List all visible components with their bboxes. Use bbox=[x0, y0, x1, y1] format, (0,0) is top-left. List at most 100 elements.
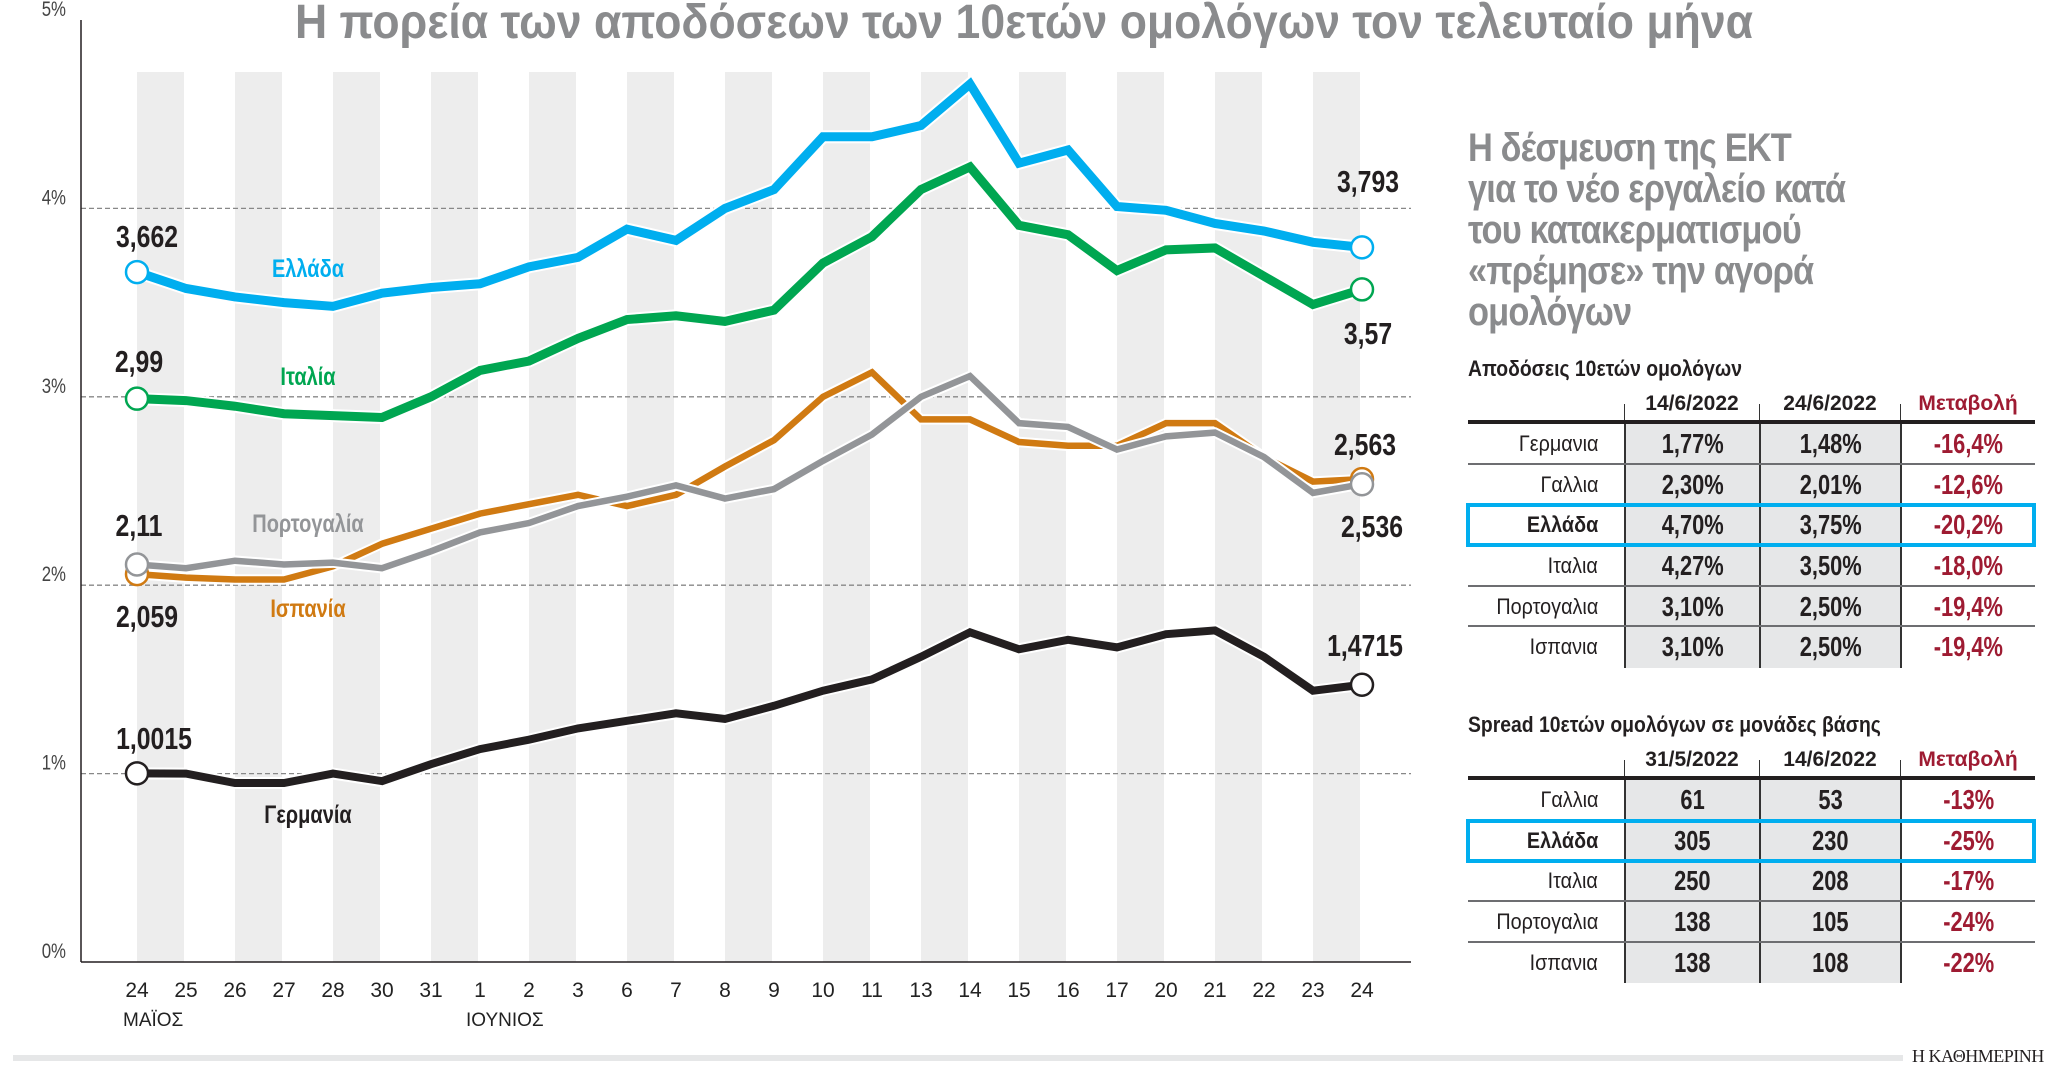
x-tick-label: 11 bbox=[861, 979, 883, 1002]
cell-value: 138 bbox=[1674, 906, 1711, 938]
shaded-column bbox=[235, 72, 282, 962]
country-label: Γαλλια bbox=[1539, 787, 1598, 812]
value-cell: 138 bbox=[1624, 902, 1759, 941]
x-tick-label: 16 bbox=[1056, 979, 1079, 1002]
x-tick-label: 7 bbox=[670, 979, 682, 1002]
cell-value: 2,30% bbox=[1661, 468, 1724, 500]
change-cell: -18,0% bbox=[1900, 546, 2035, 585]
x-tick-label: 2 bbox=[523, 979, 535, 1002]
shaded-column bbox=[627, 72, 674, 962]
table-row: Γαλλια 2,30% 2,01% -12,6% bbox=[1468, 464, 2035, 506]
column-header: 14/6/2022 bbox=[1759, 740, 1900, 776]
x-tick-label: 15 bbox=[1007, 979, 1030, 1002]
series-line-1 bbox=[136, 161, 1364, 423]
country-cell: Ιταλια bbox=[1468, 546, 1624, 585]
series-line-4 bbox=[136, 626, 1363, 788]
end-value-label: 2,536 bbox=[1341, 509, 1403, 544]
change-cell: -19,4% bbox=[1900, 627, 2035, 669]
table-row: Γαλλια 61 53 -13% bbox=[1468, 780, 2035, 821]
data-point-marker bbox=[1349, 235, 1375, 260]
country-cell: Ισπανια bbox=[1468, 627, 1624, 668]
shaded-column bbox=[1215, 72, 1262, 962]
table-row: Πορτογαλια 3,10% 2,50% -19,4% bbox=[1468, 586, 2035, 628]
value-cell: 4,70% bbox=[1624, 505, 1759, 545]
country-cell: Ισπανια bbox=[1468, 943, 1624, 984]
value-cell: 2,50% bbox=[1759, 627, 1900, 669]
cell-value: -13% bbox=[1943, 784, 1994, 815]
footer-divider bbox=[13, 1055, 1903, 1061]
side-headline: Η δέσμευση της ΕΚΤ για το νέο εργαλείο κ… bbox=[1468, 128, 2018, 333]
cell-value: -16,4% bbox=[1933, 428, 2004, 459]
value-cell: 3,75% bbox=[1759, 505, 1900, 545]
change-cell: -16,4% bbox=[1900, 424, 2035, 463]
value-cell: 250 bbox=[1624, 861, 1759, 901]
y-tick-label: 2% bbox=[42, 563, 66, 586]
x-tick-label: 20 bbox=[1154, 979, 1177, 1002]
change-cell: -13% bbox=[1900, 780, 2035, 819]
table-row: Ιταλια 250 208 -17% bbox=[1468, 861, 2035, 903]
value-cell: 3,50% bbox=[1759, 546, 1900, 585]
change-cell: -24% bbox=[1900, 902, 2035, 941]
country-cell: Πορτογαλια bbox=[1468, 587, 1624, 626]
table-row: Ελλάδα 4,70% 3,75% -20,2% bbox=[1468, 505, 2035, 547]
value-cell: 230 bbox=[1759, 820, 1900, 860]
series-line-3 bbox=[136, 372, 1363, 572]
change-cell: -22% bbox=[1900, 942, 2035, 984]
x-tick-label: 17 bbox=[1105, 979, 1128, 1002]
x-tick-label: 14 bbox=[958, 979, 982, 1002]
chart-title: Η πορεία των αποδόσεων των 10ετών ομολόγ… bbox=[295, 0, 1753, 49]
x-tick-label: 6 bbox=[621, 979, 633, 1002]
end-value-label: 2,563 bbox=[1334, 427, 1396, 462]
start-value-label: 3,662 bbox=[116, 219, 178, 254]
cell-value: 1,48% bbox=[1799, 428, 1862, 459]
y-tick-label: 0% bbox=[42, 940, 66, 963]
shaded-column bbox=[1313, 72, 1360, 962]
country-label: Ελλάδα bbox=[1526, 512, 1598, 538]
y-tick-label: 4% bbox=[42, 186, 66, 209]
country-label: Γερμανια bbox=[1518, 431, 1598, 456]
end-value-label: 3,793 bbox=[1337, 164, 1399, 199]
x-tick-label: 23 bbox=[1301, 979, 1324, 1002]
country-cell: Ελλάδα bbox=[1468, 505, 1624, 544]
table-header-row: 14/6/2022 24/6/2022 Μεταβολή bbox=[1468, 384, 2035, 424]
shaded-column bbox=[725, 72, 772, 962]
x-tick-label: 25 bbox=[174, 979, 197, 1002]
start-value-label: 1,0015 bbox=[116, 721, 192, 756]
country-label: Ισπανια bbox=[1529, 949, 1598, 975]
column-header: 31/5/2022 bbox=[1624, 740, 1759, 776]
cell-value: 208 bbox=[1812, 865, 1849, 897]
cell-value: 1,77% bbox=[1661, 428, 1724, 459]
x-tick-label: 10 bbox=[811, 979, 834, 1002]
country-label: Ιταλια bbox=[1547, 553, 1598, 579]
cell-value: 2,01% bbox=[1799, 468, 1862, 500]
series-name-label: Ισπανία bbox=[270, 595, 346, 623]
cell-value: 3,50% bbox=[1799, 550, 1862, 582]
x-tick-label: 22 bbox=[1252, 979, 1275, 1002]
change-cell: -12,6% bbox=[1900, 464, 2035, 504]
brand-logo: Η ΚΑΘΗΜΕΡΙΝΗ bbox=[1912, 1046, 2044, 1066]
y-tick-label: 3% bbox=[42, 375, 66, 398]
shaded-column bbox=[333, 72, 380, 962]
cell-value: -18,0% bbox=[1933, 550, 2004, 582]
cell-value: -20,2% bbox=[1933, 509, 2004, 541]
series-name-label: Γερμανία bbox=[264, 801, 352, 829]
start-value-label: 2,11 bbox=[116, 508, 163, 543]
value-cell: 4,27% bbox=[1624, 546, 1759, 585]
x-tick-label: 27 bbox=[272, 979, 295, 1002]
column-header: Μεταβολή bbox=[1900, 384, 2035, 420]
x-tick-label: 21 bbox=[1203, 979, 1226, 1002]
headline-line: Η δέσμευση της ΕΚΤ bbox=[1468, 126, 1792, 170]
cell-value: -19,4% bbox=[1933, 631, 2004, 663]
x-tick-label: 26 bbox=[223, 979, 246, 1002]
cell-value: -24% bbox=[1943, 906, 1994, 938]
country-label: Γαλλια bbox=[1539, 471, 1598, 497]
shaded-column bbox=[921, 72, 968, 962]
value-cell: 1,48% bbox=[1759, 424, 1900, 463]
table-row: Ιταλια 4,27% 3,50% -18,0% bbox=[1468, 546, 2035, 587]
value-cell: 305 bbox=[1624, 820, 1759, 860]
value-cell: 2,50% bbox=[1759, 586, 1900, 626]
column-header: Μεταβολή bbox=[1900, 740, 2035, 776]
month-label: ΙΟΥΝΙΟΣ bbox=[466, 1010, 544, 1031]
country-cell: Ιταλια bbox=[1468, 861, 1624, 900]
y-tick-label: 5% bbox=[42, 0, 66, 21]
